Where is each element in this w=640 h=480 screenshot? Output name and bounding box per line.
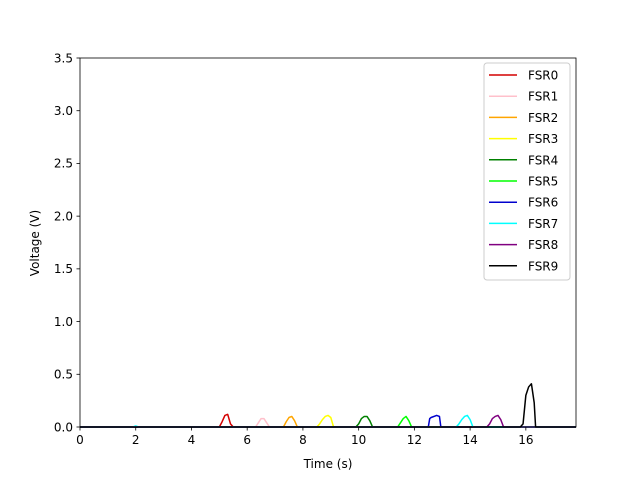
legend: FSR0 FSR1 FSR2 FSR3 FSR4 FSR5 FSR6 FSR7 FSR8 FSR9: [483, 62, 571, 281]
y-tick-label: 2.0: [54, 209, 73, 223]
y-tick-label: 1.5: [54, 262, 73, 276]
series-line-fsr2: [80, 415, 576, 428]
axes-frame: [79, 57, 577, 428]
y-tick-label: 3.0: [54, 104, 73, 118]
series-line-fsr7: [80, 414, 576, 428]
x-tick-label: 12: [407, 433, 422, 447]
x-tick-label: 8: [299, 433, 307, 447]
legend-entry-fsr3: FSR3: [528, 132, 558, 146]
series-line-fsr8: [80, 414, 576, 428]
y-tick-label: 0.5: [54, 368, 73, 382]
series-line-fsr3: [80, 414, 576, 428]
x-tick-label: 0: [76, 433, 84, 447]
x-axis-label: Time (s): [303, 457, 353, 471]
x-tick-label: 14: [462, 433, 477, 447]
legend-entry-fsr9: FSR9: [528, 259, 558, 273]
x-tick-label: 2: [132, 433, 140, 447]
y-tick-label: 1.0: [54, 315, 73, 329]
x-tick-label: 10: [351, 433, 366, 447]
legend-entry-fsr4: FSR4: [528, 153, 558, 167]
y-tick-label: 3.5: [54, 51, 73, 65]
series-line-fsr9: [80, 383, 576, 428]
x-tick-label: 16: [518, 433, 533, 447]
legend-entry-fsr8: FSR8: [528, 238, 558, 252]
legend-entry-fsr1: FSR1: [528, 90, 558, 104]
series-line-fsr4: [80, 415, 576, 428]
legend-entry-fsr2: FSR2: [528, 111, 558, 125]
series-line-fsr6: [80, 414, 576, 428]
legend-entry-fsr0: FSR0: [528, 69, 558, 83]
legend-entry-fsr7: FSR7: [528, 217, 558, 231]
y-tick-label: 2.5: [54, 157, 73, 171]
y-tick-label: 0.0: [54, 420, 73, 434]
x-tick-label: 4: [188, 433, 196, 447]
plot-area: [80, 383, 576, 428]
y-axis-label: Voltage (V): [28, 210, 42, 276]
legend-entry-fsr6: FSR6: [528, 196, 558, 210]
x-tick-label: 6: [243, 433, 251, 447]
legend-entry-fsr5: FSR5: [528, 175, 558, 189]
axes: 0 2 4 6 8 10 12 14 16 0.0 0.5 1.0 1.5 2.0 2.5 3.0 3.5: [54, 51, 577, 447]
